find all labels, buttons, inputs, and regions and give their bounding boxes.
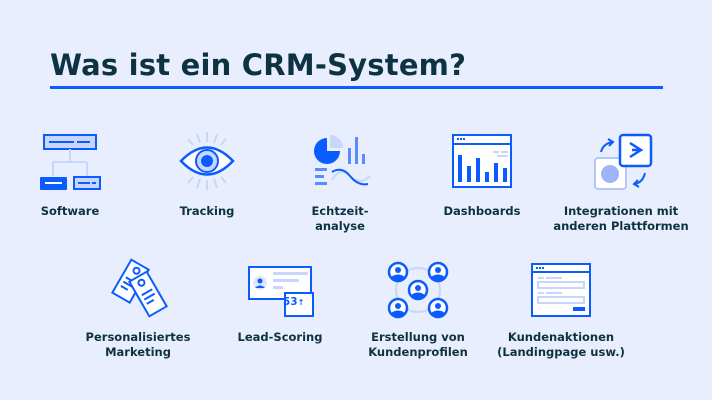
item-personalisiertes-marketing: Personalisiertes Marketing — [63, 256, 213, 360]
item-kundenprofile: Erstellung von Kundenprofilen — [343, 256, 493, 360]
item-label: Integrationen mit anderen Plattformen — [553, 204, 689, 233]
tags-icon — [110, 258, 169, 318]
page-title: Was ist ein CRM-System? — [50, 48, 467, 82]
item-lead-scoring: 53↑ Lead-Scoring — [205, 256, 355, 345]
item-software: Software — [0, 130, 145, 219]
dashboard-icon — [452, 134, 512, 188]
lead-score-card-icon — [248, 266, 314, 317]
item-label: Erstellung von Kundenprofilen — [368, 330, 468, 359]
submit-button-shape — [573, 307, 585, 311]
lead-score-value: 53↑ — [283, 296, 305, 308]
item-dashboards: Dashboards — [407, 130, 557, 219]
software-hierarchy-icon — [40, 134, 101, 190]
item-integrationen: Integrationen mit anderen Plattformen — [546, 130, 696, 234]
item-label: Dashboards — [443, 204, 521, 218]
item-label: Tracking — [179, 204, 235, 218]
arrow-up-icon: ↑ — [297, 298, 305, 307]
item-label: Software — [40, 204, 100, 218]
item-kundenaktionen: Kundenaktionen (Landingpage usw.) — [486, 256, 636, 360]
title-underline — [50, 86, 663, 89]
customer-profiles-icon — [387, 261, 449, 319]
item-label: Kundenaktionen (Landingpage usw.) — [497, 330, 625, 359]
item-label: Lead-Scoring — [237, 330, 323, 344]
realtime-analytics-icon — [314, 135, 371, 186]
item-echtzeitanalyse: Echtzeit- analyse — [265, 130, 415, 234]
eye-icon — [179, 132, 235, 190]
item-label: Personalisiertes Marketing — [85, 330, 191, 359]
landing-page-icon — [531, 263, 591, 317]
item-label: Echtzeit- analyse — [311, 204, 369, 233]
item-tracking: Tracking — [132, 130, 282, 219]
integration-icon — [594, 133, 653, 190]
